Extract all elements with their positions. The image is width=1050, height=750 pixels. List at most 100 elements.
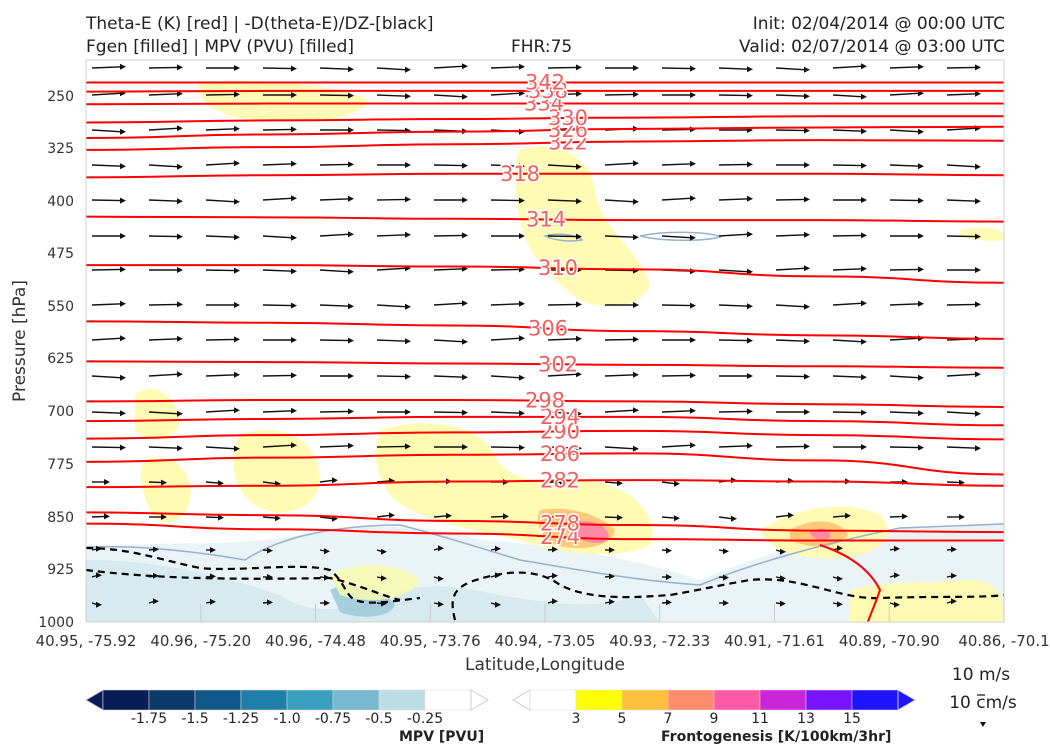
wind-vector-shaft bbox=[832, 164, 864, 167]
wind-vector-head bbox=[747, 303, 753, 310]
wind-vector-head bbox=[690, 442, 696, 449]
wind-vector-shaft bbox=[376, 445, 408, 448]
wind-vector-head bbox=[804, 93, 810, 100]
wind-vector-head bbox=[177, 233, 183, 240]
x-tick-8: 40.86, -70.1 bbox=[958, 632, 1049, 650]
wind-vector-shaft bbox=[262, 374, 294, 377]
wind-vector-shaft bbox=[547, 446, 579, 449]
wind-vector-shaft bbox=[490, 375, 522, 379]
y-tick-550: 550 bbox=[47, 299, 74, 315]
wind-vector-shaft bbox=[433, 515, 449, 518]
wind-vector-head bbox=[804, 338, 810, 345]
wind-vector-head bbox=[291, 126, 297, 133]
wind-vector-head bbox=[405, 66, 411, 73]
wind-vector-head bbox=[837, 575, 843, 582]
wind-vector-shaft bbox=[376, 198, 408, 201]
wind-vector-shaft bbox=[205, 516, 221, 519]
wind-vector-shaft bbox=[262, 163, 294, 166]
wind-vector-shaft bbox=[661, 197, 693, 201]
wind-vector-shaft bbox=[661, 235, 693, 239]
mpv-zero-outline bbox=[85, 523, 1005, 586]
wind-vector-head bbox=[234, 371, 240, 378]
wind-vector-head bbox=[291, 92, 297, 98]
wind-vector-shaft bbox=[376, 375, 408, 378]
wind-vector-shaft bbox=[262, 444, 294, 448]
wind-vector-shaft bbox=[661, 481, 677, 485]
wind-vector-head bbox=[405, 373, 411, 380]
x-axis-label: Latitude,Longitude bbox=[465, 655, 625, 675]
wind-vector-shaft bbox=[376, 514, 392, 518]
theta-e-contour-314 bbox=[85, 215, 1005, 223]
wind-vector-shaft bbox=[718, 198, 750, 201]
wind-vector-shaft bbox=[262, 269, 294, 272]
wind-vector-shaft bbox=[205, 338, 237, 341]
wind-vector-shaft bbox=[889, 515, 905, 518]
wind-vector-head bbox=[861, 93, 867, 100]
wind-vector-head bbox=[405, 443, 411, 450]
wind-vector-shaft bbox=[376, 304, 408, 308]
dthetae-dz-dashed-contour-3 bbox=[451, 571, 1005, 621]
wind-vector-shaft bbox=[319, 304, 351, 307]
wind-vector-head bbox=[120, 444, 126, 451]
wind-vector-head bbox=[690, 372, 696, 379]
wind-vector-head bbox=[210, 598, 216, 605]
wind-vector-head bbox=[153, 546, 159, 553]
wind-vector-shaft bbox=[547, 303, 579, 306]
wind-vector-head bbox=[234, 198, 240, 205]
wind-vector-head bbox=[837, 545, 843, 552]
wind-vector-head bbox=[674, 515, 680, 522]
wind-vector-shaft bbox=[832, 65, 864, 69]
fgen-colorbar-tick: 7 bbox=[664, 711, 673, 727]
y-tick-1000: 1000 bbox=[38, 615, 74, 631]
wind-vector-head bbox=[747, 373, 753, 379]
wind-vector-head bbox=[348, 268, 354, 275]
wind-vector-head bbox=[576, 64, 582, 71]
wind-vector-head bbox=[324, 600, 330, 606]
wind-vector-head bbox=[723, 600, 729, 606]
wind-vector-shaft bbox=[376, 267, 408, 271]
wind-vector-shaft bbox=[148, 338, 180, 341]
fgen-colorbar-tick: 9 bbox=[710, 711, 719, 727]
wind-vector-shaft bbox=[91, 199, 123, 202]
wind-vector-head bbox=[576, 301, 582, 308]
wind-vector-head bbox=[918, 410, 924, 417]
x-tick-labels: 40.95, -75.92 40.96, -75.20 40.96, -74.48 4… bbox=[36, 604, 1050, 650]
wind-vector-shaft bbox=[205, 409, 237, 413]
wind-vector-shaft bbox=[205, 199, 237, 203]
mpv-colorbar-extend-high bbox=[470, 689, 489, 711]
wind-vector-shaft bbox=[319, 339, 351, 342]
wind-vector-head bbox=[234, 125, 240, 132]
wind-vector-head bbox=[104, 513, 110, 520]
wind-vector-head bbox=[552, 572, 558, 579]
wind-vector-shaft bbox=[604, 481, 620, 484]
wind-vector-shaft bbox=[148, 199, 180, 202]
wind-vector-shaft bbox=[490, 66, 522, 69]
wind-vector-shaft bbox=[718, 67, 750, 70]
wind-vector-head bbox=[804, 443, 810, 450]
wind-vector-head bbox=[804, 231, 810, 238]
wind-vector-shaft bbox=[205, 481, 221, 484]
wind-vector-shaft bbox=[91, 66, 123, 69]
wind-vector-head bbox=[666, 547, 672, 554]
wind-vector-shaft bbox=[148, 127, 180, 131]
wind-vector-shaft bbox=[547, 66, 579, 69]
wind-vector-head bbox=[348, 92, 354, 99]
wind-vector-head bbox=[861, 232, 867, 239]
wind-vector-head bbox=[153, 572, 159, 579]
wind-vector-shaft bbox=[832, 515, 848, 518]
wind-vector-shaft bbox=[946, 446, 978, 449]
wind-vector-head bbox=[894, 545, 900, 552]
wind-vector-head bbox=[690, 65, 696, 72]
y-tick-labels: 250 325 400 475 550 625 700 775 850 925 1000 bbox=[38, 89, 74, 631]
wind-vector-head bbox=[348, 231, 354, 238]
wind-vector-head bbox=[519, 335, 525, 342]
wind-vector-head bbox=[405, 162, 411, 168]
mpv-colorbar-cell bbox=[194, 689, 242, 711]
wind-vector-head bbox=[918, 233, 924, 239]
wind-vector-head bbox=[861, 128, 867, 135]
wind-vector-shaft bbox=[319, 67, 351, 70]
wind-vector-head bbox=[96, 572, 102, 579]
wind-vector-shaft bbox=[319, 269, 351, 273]
wind-vector-shaft bbox=[148, 164, 180, 168]
